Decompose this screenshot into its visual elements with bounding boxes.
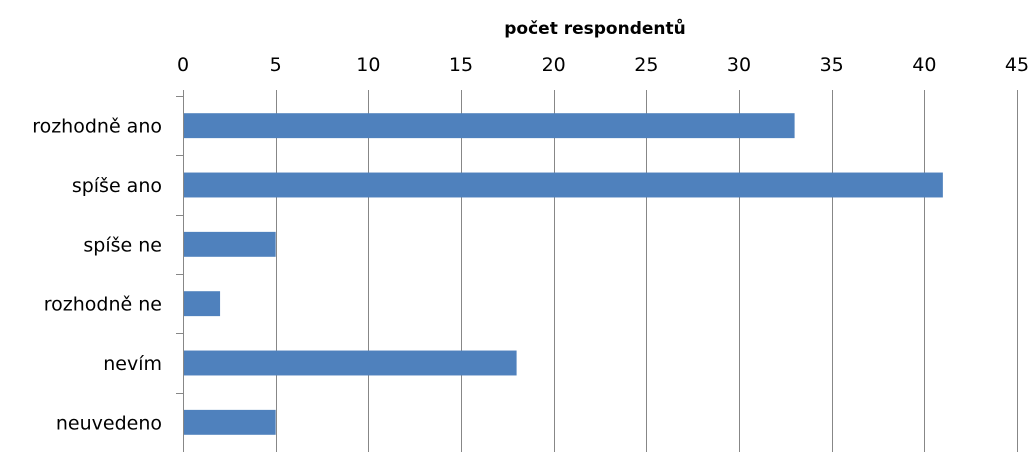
x-tick-label: 25 [634,54,658,76]
x-tick-label: 35 [820,54,844,76]
category-label: rozhodně ne [44,294,162,316]
x-tick-label: 15 [449,54,473,76]
x-tick-label: 45 [1005,54,1029,76]
bar [183,172,943,198]
bar [183,409,276,435]
y-axis-categories: rozhodně ano spíše ano spíše ne rozhodně ne… [32,116,162,435]
bar [183,231,276,257]
gridlines [276,96,1018,452]
x-tick-label: 5 [270,54,282,76]
x-tick-label: 40 [912,54,936,76]
x-tick-label: 10 [356,54,380,76]
x-axis-title: počet respondentů [504,17,686,39]
x-axis-ticks: 0 5 10 15 20 25 30 35 40 45 [177,54,1029,96]
category-label: rozhodně ano [32,116,162,138]
bars [183,113,943,435]
x-tick-label: 0 [177,54,189,76]
x-tick-label: 20 [542,54,566,76]
category-label: spíše ano [72,175,162,197]
bar [183,291,221,317]
y-axis [176,96,184,452]
x-tick-label: 30 [727,54,751,76]
category-label: neuvedeno [56,412,162,434]
category-label: spíše ne [83,234,162,256]
bar [183,113,795,139]
category-label: nevím [103,353,162,375]
bar [183,350,517,376]
